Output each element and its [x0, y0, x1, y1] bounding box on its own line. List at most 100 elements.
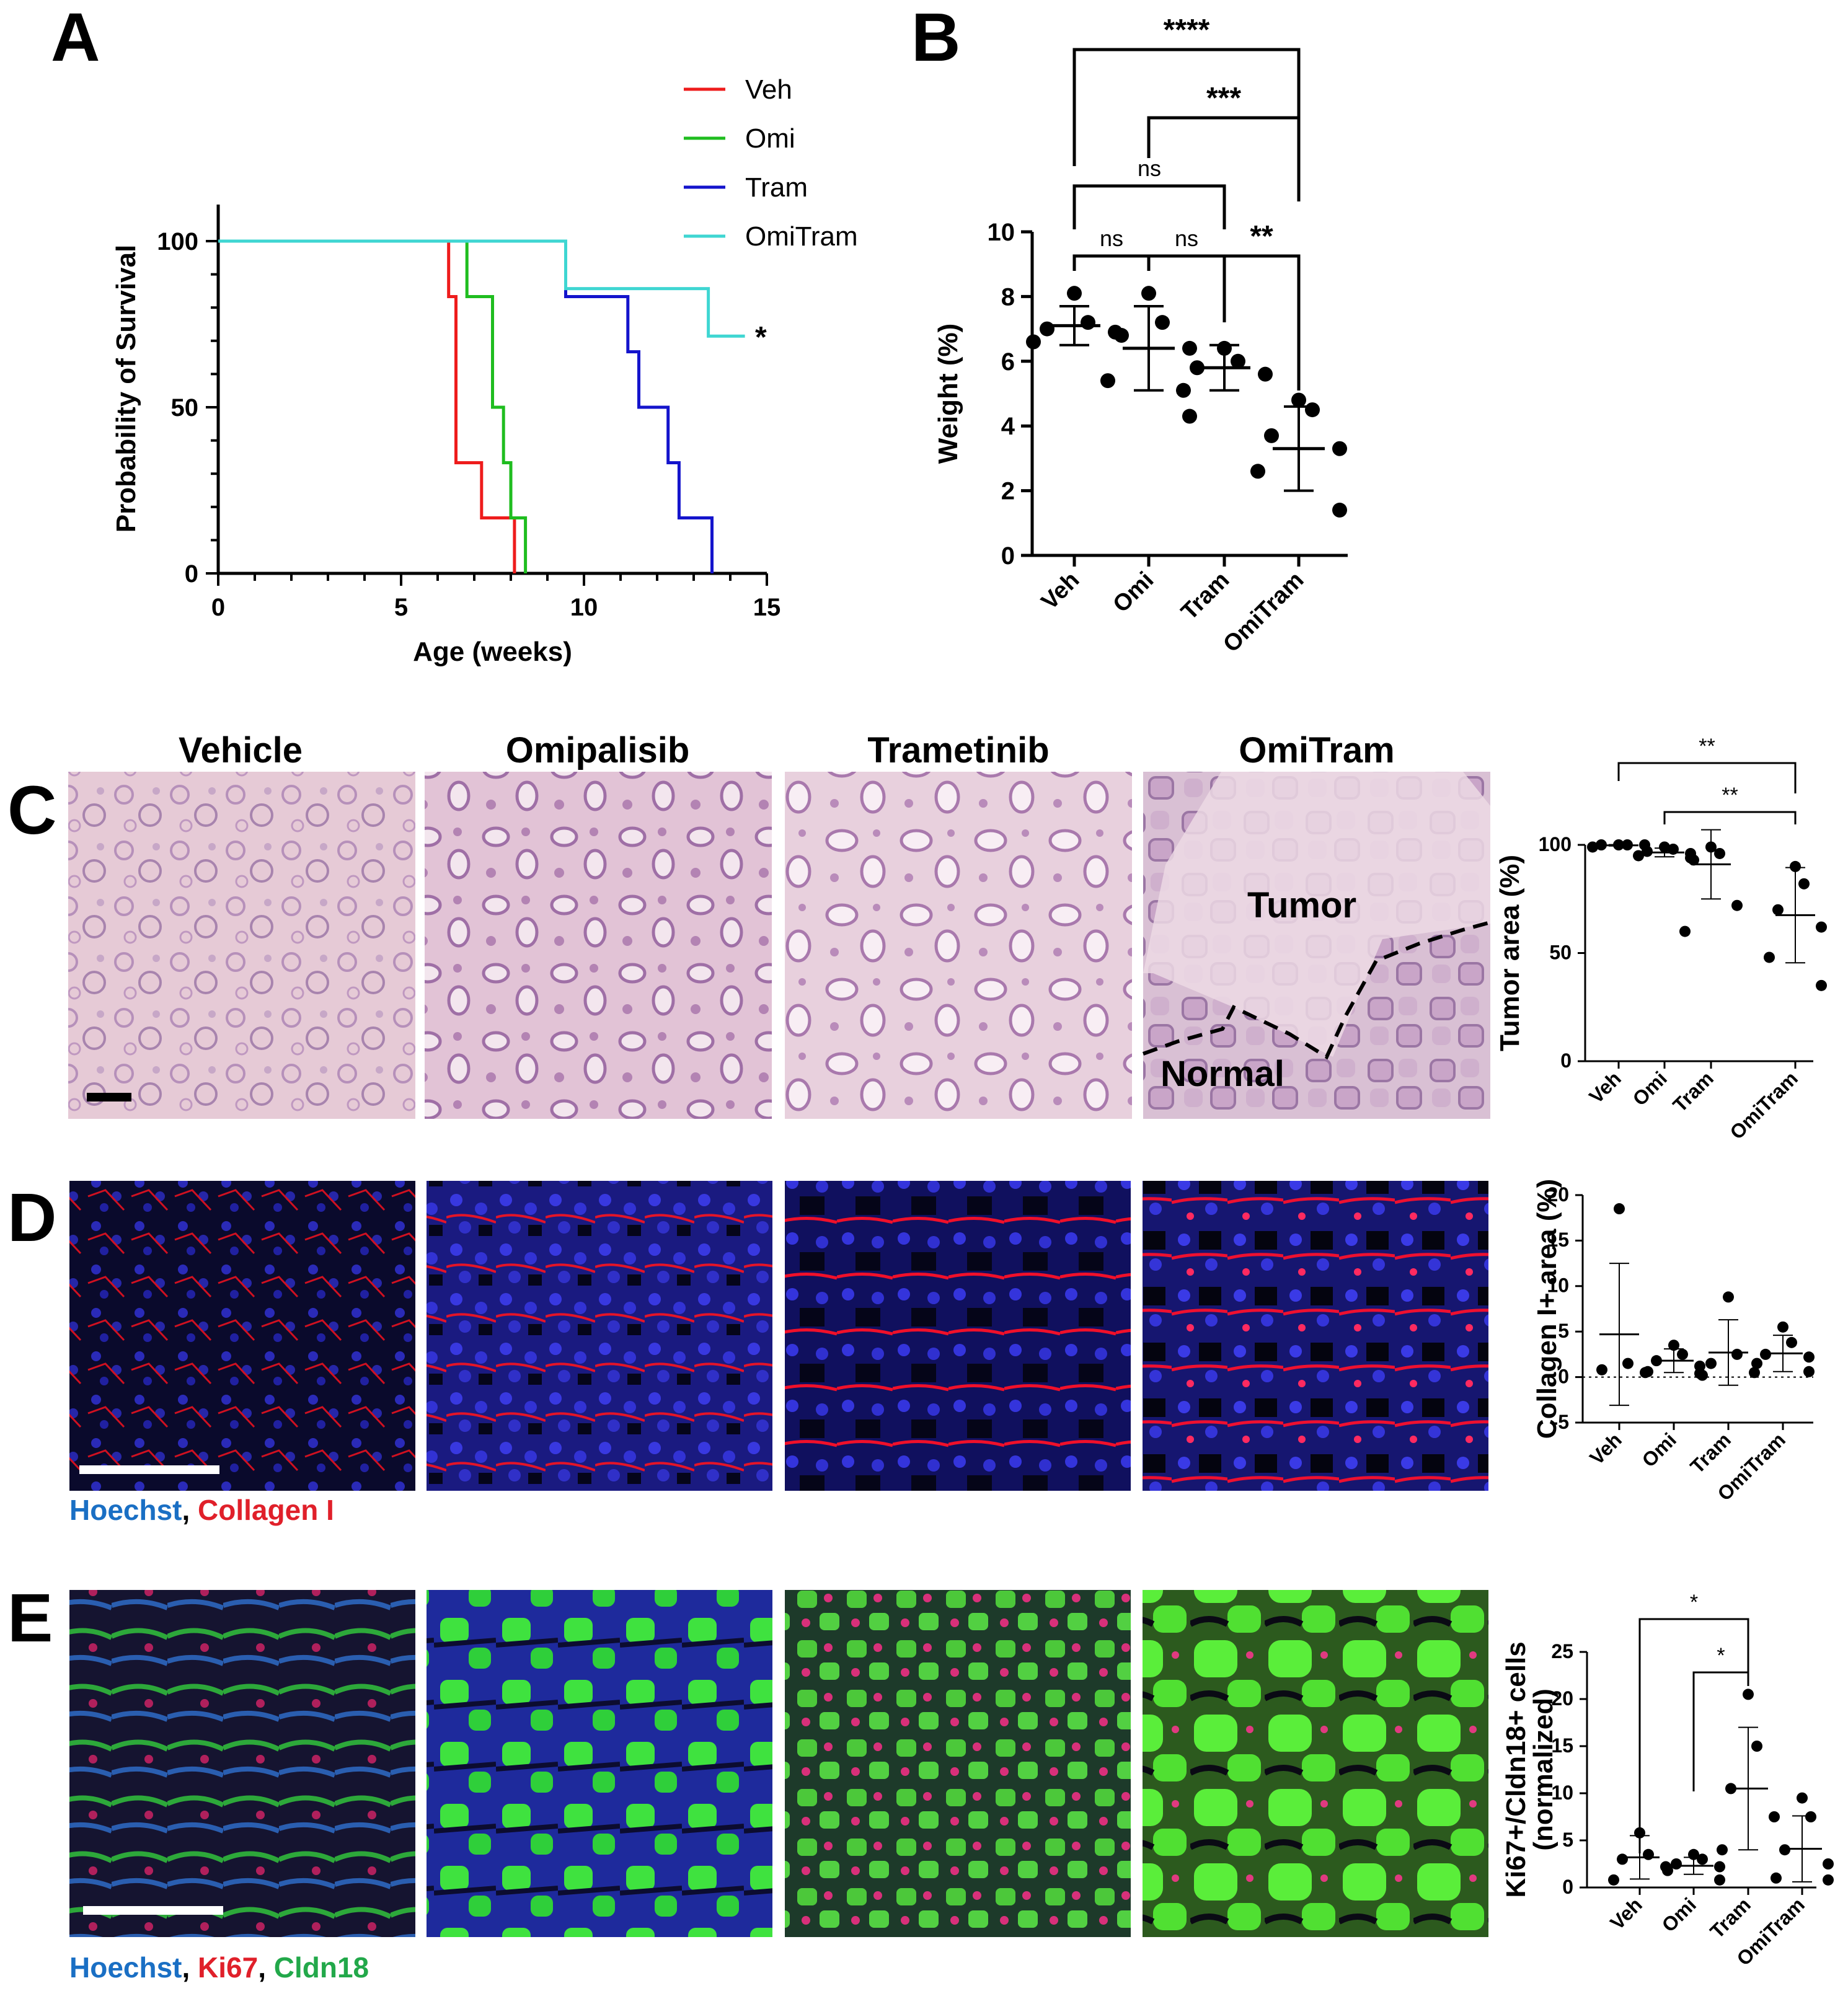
data-point	[1751, 1741, 1762, 1752]
data-point	[1805, 1811, 1816, 1822]
significance-bracket	[1617, 762, 1797, 793]
data-point	[1067, 286, 1082, 301]
significance-bracket	[1222, 254, 1301, 391]
data-point	[1803, 1351, 1815, 1363]
caption-cldn18: Cldn18	[274, 1951, 369, 1984]
x-tick-label: OmiTram	[1725, 1067, 1802, 1144]
x-tick-label: Tram	[1176, 567, 1234, 625]
y-tick-label: 0	[185, 560, 198, 588]
collagen-scale-bar	[79, 1465, 219, 1474]
y-tick-label: 10	[988, 219, 1015, 246]
data-point	[1250, 464, 1265, 479]
x-tick-label: Omi	[1637, 1428, 1680, 1471]
collagen-image-omipalisib	[427, 1181, 772, 1491]
data-point	[1332, 441, 1347, 456]
data-point	[1587, 841, 1598, 853]
y-tick-label: 15	[1547, 1229, 1569, 1251]
significance-label: **	[1699, 735, 1715, 758]
x-tick-label: Veh	[1585, 1428, 1626, 1469]
y-tick-label: 4	[1001, 413, 1015, 440]
data-point	[1291, 392, 1306, 408]
survival-curve-tram	[218, 239, 714, 573]
ki67-image-vehicle	[69, 1590, 415, 1937]
x-tick-label: Veh	[1585, 1067, 1625, 1108]
data-point	[1777, 1321, 1788, 1333]
x-tick-label: Tram	[1668, 1067, 1718, 1116]
collagen-image-trametinib	[785, 1181, 1131, 1491]
significance-bracket	[1692, 1671, 1749, 1791]
data-point	[1816, 979, 1827, 991]
y-tick-label: 25	[1551, 1640, 1573, 1662]
data-point	[1305, 402, 1320, 418]
x-tick-label: 10	[570, 594, 598, 621]
data-point	[1803, 1366, 1815, 1377]
data-point	[1614, 1203, 1625, 1215]
data-point	[1731, 899, 1743, 911]
data-point	[1816, 921, 1827, 933]
he-tumor-boundary	[1142, 920, 1491, 1060]
y-tick-label: 2	[1001, 478, 1015, 505]
y-tick-label: 5	[1558, 1320, 1569, 1342]
y-tick-label: 6	[1001, 348, 1015, 376]
data-point	[1779, 1844, 1790, 1856]
ki67-caption: Hoechst, Ki67, Cldn18	[69, 1951, 369, 1984]
he-image-trametinib	[785, 772, 1132, 1119]
data-point	[1622, 1358, 1634, 1369]
data-point	[1797, 1792, 1808, 1804]
x-tick-label: Veh	[1037, 567, 1085, 616]
significance-bracket	[1072, 184, 1226, 229]
data-point	[1332, 502, 1347, 518]
data-point	[1081, 315, 1095, 330]
collagen-image-vehicle	[69, 1181, 415, 1491]
data-point	[1662, 1865, 1673, 1876]
panel-label-d: D	[7, 1180, 56, 1256]
data-point	[1182, 408, 1197, 424]
significance-bracket	[1072, 254, 1151, 271]
ki67-image-omitram	[1143, 1590, 1488, 1937]
data-point	[1679, 925, 1691, 937]
data-point	[1697, 1369, 1708, 1381]
data-point	[1823, 1858, 1834, 1870]
survival-axes: 0 5 10 15 0 50 100 Age (weeks) Probability of Su…	[111, 205, 780, 667]
data-point	[1731, 1348, 1743, 1360]
y-tick-label: 10	[1551, 1781, 1573, 1804]
y-axis-title: Ki67+/Cldn18+ cells	[1501, 1641, 1531, 1897]
significance-label: **	[1722, 784, 1738, 807]
y-axis-title: Weight (%)	[933, 324, 963, 464]
data-point	[1642, 845, 1653, 857]
legend-label: OmiTram	[745, 221, 858, 252]
significance-bracket	[1663, 811, 1797, 824]
data-point	[1714, 1861, 1725, 1873]
ki67-image-trametinib	[785, 1590, 1131, 1937]
he-image-omipalisib	[425, 772, 772, 1119]
significance-label: **	[1250, 220, 1273, 253]
data-point	[1617, 1853, 1628, 1865]
y-axis-title: Probability of Survival	[111, 245, 141, 533]
data-point	[1790, 860, 1801, 872]
y-tick-label: 100	[157, 228, 198, 255]
y-tick-label: 15	[1551, 1734, 1573, 1757]
legend-label: Omi	[745, 123, 795, 154]
x-tick-label: Omi	[1628, 1067, 1671, 1110]
data-point	[1743, 1689, 1754, 1700]
data-point	[1786, 1336, 1797, 1348]
x-tick-label: Omi	[1108, 567, 1159, 618]
y-tick-label: 0	[1560, 1049, 1572, 1072]
y-tick-label: 0	[1001, 542, 1015, 570]
caption-collagen: Collagen I	[198, 1494, 334, 1526]
data-point	[1040, 321, 1054, 337]
caption-separator: ,	[182, 1951, 198, 1984]
legend-label: Veh	[745, 74, 792, 105]
data-point	[1155, 315, 1170, 330]
significance-label: ***	[1206, 82, 1241, 115]
data-point	[1688, 854, 1699, 866]
he-label-tumor: Tumor	[1247, 885, 1356, 925]
collagen-image-omitram	[1143, 1181, 1488, 1491]
data-point	[1190, 360, 1205, 376]
y-tick-label: 50	[171, 394, 199, 422]
caption-separator: ,	[182, 1494, 198, 1526]
